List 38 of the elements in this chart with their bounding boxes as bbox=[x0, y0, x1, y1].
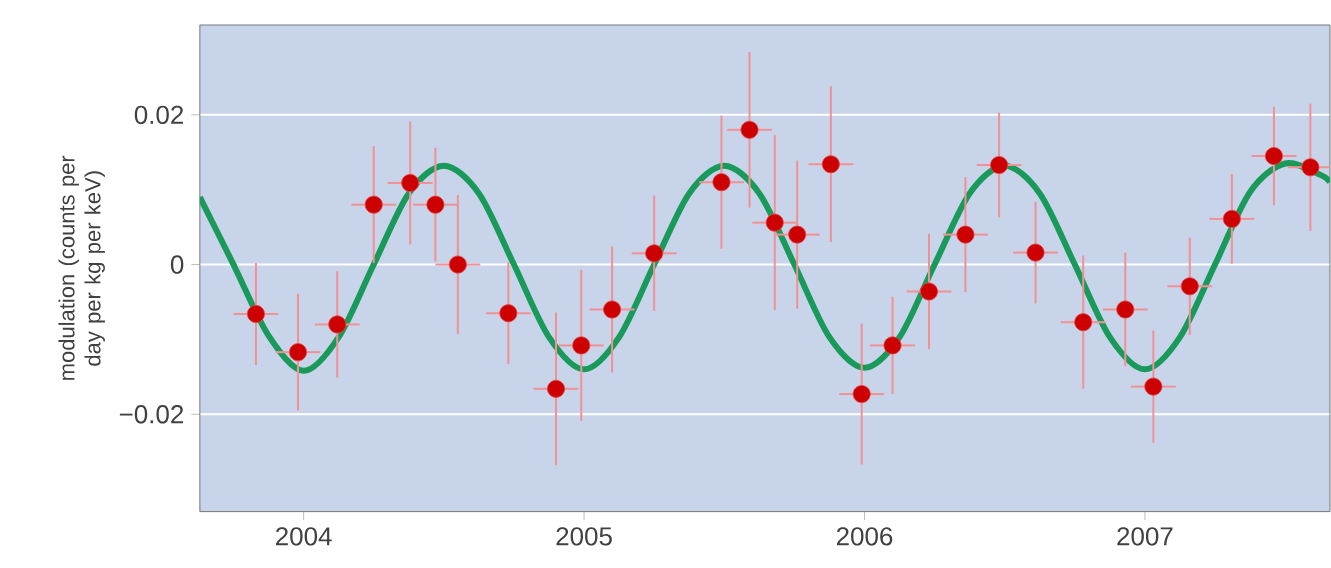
point bbox=[246, 305, 265, 324]
y-tick-label: 0 bbox=[170, 255, 184, 274]
point bbox=[1144, 377, 1163, 396]
x-tick-label: 2006 bbox=[836, 527, 893, 546]
point bbox=[572, 336, 591, 355]
y-axis-title: modulation (counts per day per kg per keV) bbox=[58, 155, 105, 381]
point bbox=[1116, 300, 1135, 319]
point bbox=[788, 225, 807, 244]
x-tick-label: 2004 bbox=[276, 527, 332, 546]
point bbox=[920, 282, 938, 301]
point bbox=[1074, 313, 1093, 332]
point bbox=[990, 156, 1009, 175]
point bbox=[1264, 147, 1283, 166]
point bbox=[499, 304, 518, 323]
point bbox=[740, 121, 759, 140]
point bbox=[603, 300, 622, 319]
point bbox=[1301, 158, 1320, 177]
y-tick-label: 0.02 bbox=[134, 105, 184, 125]
point bbox=[956, 225, 975, 244]
x-tick-label: 2005 bbox=[556, 527, 612, 546]
x-tick-label: 2007 bbox=[1117, 527, 1173, 546]
point bbox=[765, 213, 784, 232]
point bbox=[1222, 210, 1241, 229]
point bbox=[883, 336, 902, 355]
point bbox=[1180, 277, 1199, 296]
point bbox=[448, 255, 467, 274]
point bbox=[328, 315, 347, 334]
point bbox=[712, 173, 731, 192]
point bbox=[645, 244, 664, 263]
point bbox=[852, 385, 871, 404]
point bbox=[364, 195, 383, 214]
point bbox=[1026, 243, 1045, 262]
point bbox=[821, 155, 840, 174]
point bbox=[547, 380, 565, 399]
point bbox=[401, 174, 420, 193]
point bbox=[289, 343, 307, 362]
y-tick-label: −0.02 bbox=[119, 405, 184, 424]
point bbox=[426, 195, 445, 214]
